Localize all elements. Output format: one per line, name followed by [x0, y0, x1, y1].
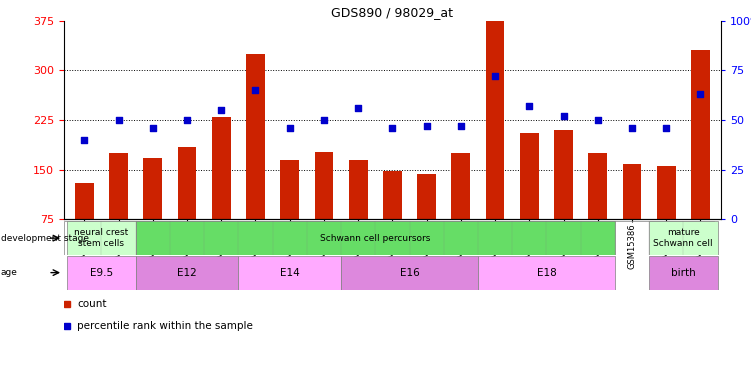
Bar	[520, 133, 538, 219]
Point	[146, 125, 158, 131]
Bar	[280, 160, 299, 219]
Bar	[657, 166, 676, 219]
Bar	[691, 51, 710, 219]
Bar	[315, 152, 333, 219]
Point	[386, 125, 398, 131]
Text: E14: E14	[280, 268, 300, 278]
Text: E12: E12	[177, 268, 197, 278]
Point	[78, 137, 90, 143]
Point	[113, 117, 125, 123]
Bar	[143, 158, 162, 219]
Title: GDS890 / 98029_at: GDS890 / 98029_at	[331, 6, 454, 20]
Text: birth: birth	[671, 268, 695, 278]
Bar	[178, 147, 197, 219]
Text: count: count	[77, 298, 107, 309]
Bar	[136, 256, 238, 290]
Bar	[418, 174, 436, 219]
Point	[455, 123, 467, 129]
Bar	[212, 117, 231, 219]
Bar	[238, 256, 341, 290]
Bar	[478, 256, 615, 290]
Point	[489, 73, 501, 79]
Bar	[649, 221, 717, 255]
Text: mature
Schwann cell: mature Schwann cell	[653, 228, 713, 248]
Bar	[348, 160, 367, 219]
Bar	[68, 221, 136, 255]
Text: E9.5: E9.5	[90, 268, 113, 278]
Bar	[623, 164, 641, 219]
Bar	[486, 21, 505, 219]
Text: age: age	[1, 268, 17, 277]
Point	[284, 125, 296, 131]
Bar	[451, 153, 470, 219]
Text: neural crest
stem cells: neural crest stem cells	[74, 228, 128, 248]
Text: E18: E18	[536, 268, 556, 278]
Bar	[68, 256, 136, 290]
Bar	[109, 153, 128, 219]
Point	[352, 105, 364, 111]
Bar	[75, 183, 94, 219]
Point	[421, 123, 433, 129]
Bar	[246, 54, 265, 219]
Point	[626, 125, 638, 131]
Text: E16: E16	[400, 268, 419, 278]
Bar	[341, 256, 478, 290]
Point	[523, 103, 535, 109]
Bar	[136, 221, 615, 255]
Bar	[383, 171, 402, 219]
Bar	[649, 256, 717, 290]
Point	[181, 117, 193, 123]
Point	[695, 91, 707, 97]
Point	[249, 87, 261, 93]
Point	[216, 107, 228, 113]
Point	[592, 117, 604, 123]
Text: development stage: development stage	[1, 234, 89, 243]
Text: Schwann cell percursors: Schwann cell percursors	[320, 234, 430, 243]
Point	[660, 125, 672, 131]
Point	[557, 113, 569, 119]
Bar	[554, 130, 573, 219]
Bar	[588, 153, 607, 219]
Point	[318, 117, 330, 123]
Text: percentile rank within the sample: percentile rank within the sample	[77, 321, 253, 331]
